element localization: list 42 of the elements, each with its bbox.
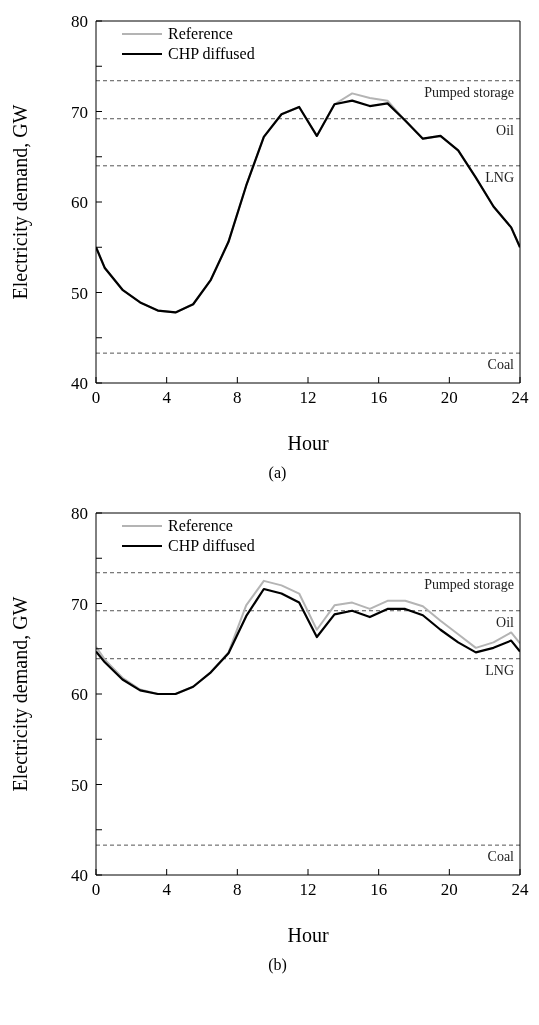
legend-label: CHP diffused: [168, 44, 255, 64]
x-tick-label: 4: [162, 880, 172, 900]
x-tick-label: 0: [91, 880, 101, 900]
y-tick-label: 70: [71, 102, 88, 122]
x-tick-label: 24: [511, 880, 529, 900]
legend-label: Reference: [168, 24, 233, 44]
text: (a): [267, 464, 288, 482]
x-tick-label: 8: [233, 388, 242, 408]
x-tick-label: 16: [370, 880, 388, 900]
legend-label: CHP diffused: [168, 536, 255, 556]
ref-line-label: Oil: [496, 122, 515, 138]
x-tick-label: 16: [370, 388, 388, 408]
x-tick-label: 4: [162, 388, 172, 408]
x-tick-label: 0: [91, 388, 101, 408]
y-tick-label: 40: [71, 866, 88, 886]
x-tick-label: 12: [299, 880, 317, 900]
ref-line-label: Coal: [487, 849, 515, 865]
y-tick-label: 70: [71, 594, 88, 614]
ref-line-label: Coal: [487, 357, 515, 373]
ref-line-label: Pumped storage: [424, 576, 514, 592]
ref-line-label: Oil: [496, 614, 515, 630]
y-axis-title: Electricity demand, GW: [9, 596, 33, 792]
x-tick-label: 20: [440, 880, 458, 900]
x-tick-label: 12: [299, 388, 317, 408]
y-tick-label: 80: [71, 504, 88, 524]
y-tick-label: 60: [71, 685, 88, 705]
x-tick-label: 20: [440, 388, 458, 408]
ref-line-label: Pumped storage: [424, 84, 514, 100]
x-tick-label: 24: [511, 388, 529, 408]
legend-label: Reference: [168, 516, 233, 536]
x-axis-title: Hour: [287, 924, 329, 946]
y-tick-label: 40: [71, 374, 88, 394]
ref-line-label: LNG: [485, 662, 514, 678]
y-tick-label: 60: [71, 193, 88, 213]
y-axis-title: Electricity demand, GW: [9, 104, 33, 300]
y-tick-label: 50: [71, 283, 88, 303]
ref-line-label: LNG: [485, 169, 514, 185]
y-tick-label: 80: [71, 12, 88, 32]
text: (b): [267, 956, 288, 974]
x-tick-label: 8: [233, 880, 242, 900]
y-tick-label: 50: [71, 775, 88, 795]
x-axis-title: Hour: [287, 432, 329, 454]
